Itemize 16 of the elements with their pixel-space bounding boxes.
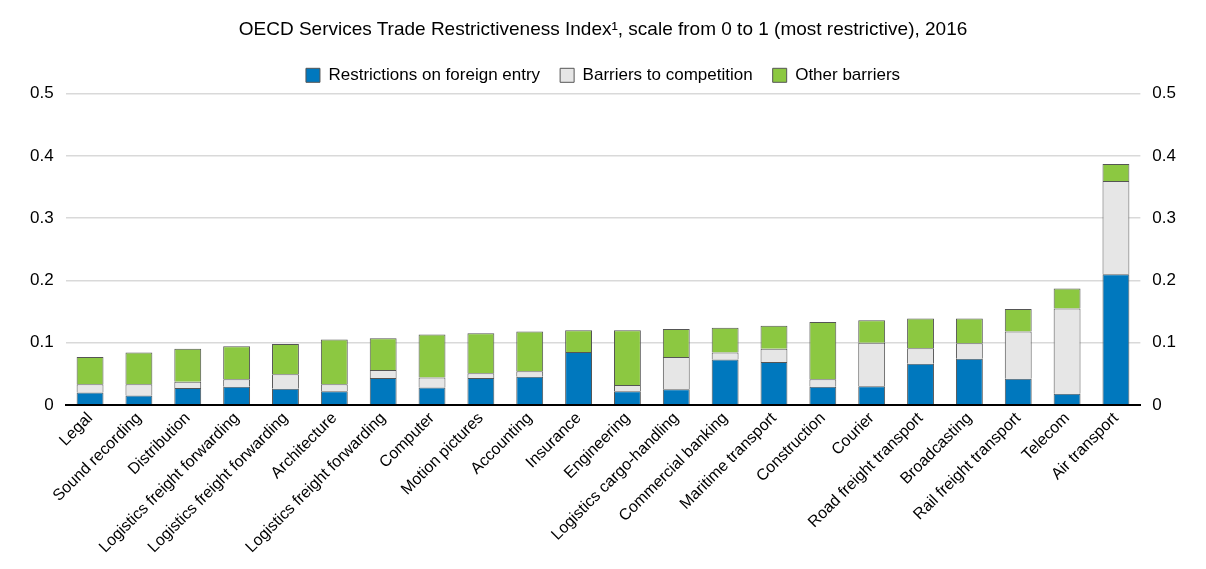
legend-label: Other barriers (795, 64, 901, 84)
y2-tick-label: 0.1 (1152, 332, 1177, 352)
y-tick-label: 0.1 (29, 332, 54, 352)
chart-title: OECD Services Trade Restrictiveness Index¹, scale from 0 to 1 (most restrictive), 2016 (238, 17, 968, 39)
y2-tick-label: 0.2 (1152, 270, 1177, 290)
y2-tick-label: 0.3 (1152, 207, 1177, 227)
y2-tick-label: 0.5 (1152, 83, 1177, 103)
y-tick-label: 0.2 (29, 270, 54, 290)
y-tick-label: 0.3 (29, 207, 54, 227)
y-tick-label: 0.5 (29, 83, 54, 103)
y-tick-label: 0 (44, 394, 54, 414)
legend-label: Restrictions on foreign entry (328, 64, 541, 84)
y2-tick-label: 0.4 (1152, 145, 1177, 165)
y2-tick-label: 0 (1152, 394, 1162, 414)
legend-label: Barriers to competition (582, 64, 753, 84)
y-tick-label: 0.4 (29, 145, 54, 165)
